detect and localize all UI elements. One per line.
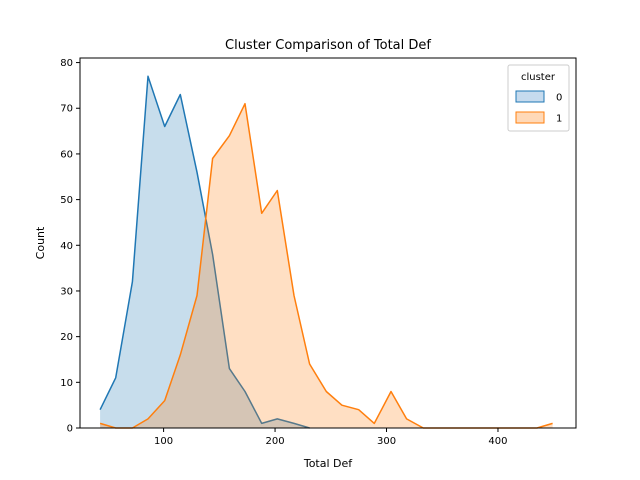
x-axis-label: Total Def (303, 457, 353, 470)
y-tick-label: 40 (60, 241, 73, 252)
y-tick-label: 30 (60, 286, 73, 297)
x-axis: 100 200 300 400 (154, 428, 508, 447)
y-tick-label: 0 (67, 424, 73, 435)
x-tick-label: 400 (488, 436, 507, 447)
x-tick-label: 100 (154, 436, 173, 447)
x-tick-label: 300 (377, 436, 396, 447)
series-line-0 (99, 75, 310, 429)
series-area-1 (100, 103, 553, 428)
y-tick-label: 80 (60, 58, 73, 69)
y-axis-label: Count (34, 226, 47, 259)
y-tick-label: 20 (60, 332, 73, 343)
x-tick-label: 200 (266, 436, 285, 447)
legend-label-1: 1 (556, 114, 562, 125)
y-tick-label: 70 (60, 104, 73, 115)
plot-areas (99, 75, 553, 429)
axes-frame (79, 57, 577, 429)
legend-swatch-1 (515, 111, 545, 124)
legend: cluster 01 (507, 64, 570, 132)
chart-title: Cluster Comparison of Total Def (225, 38, 431, 53)
y-tick-label: 60 (60, 149, 73, 160)
y-tick-label: 50 (60, 195, 73, 206)
series-area-0 (100, 76, 310, 429)
legend-label-0: 0 (556, 93, 562, 104)
legend-items: 01 (515, 90, 562, 125)
legend-title: cluster (521, 72, 556, 83)
legend-swatch-0 (515, 90, 545, 103)
y-tick-label: 10 (60, 378, 73, 389)
y-axis: 0 10 20 30 40 50 60 70 80 (60, 58, 80, 435)
